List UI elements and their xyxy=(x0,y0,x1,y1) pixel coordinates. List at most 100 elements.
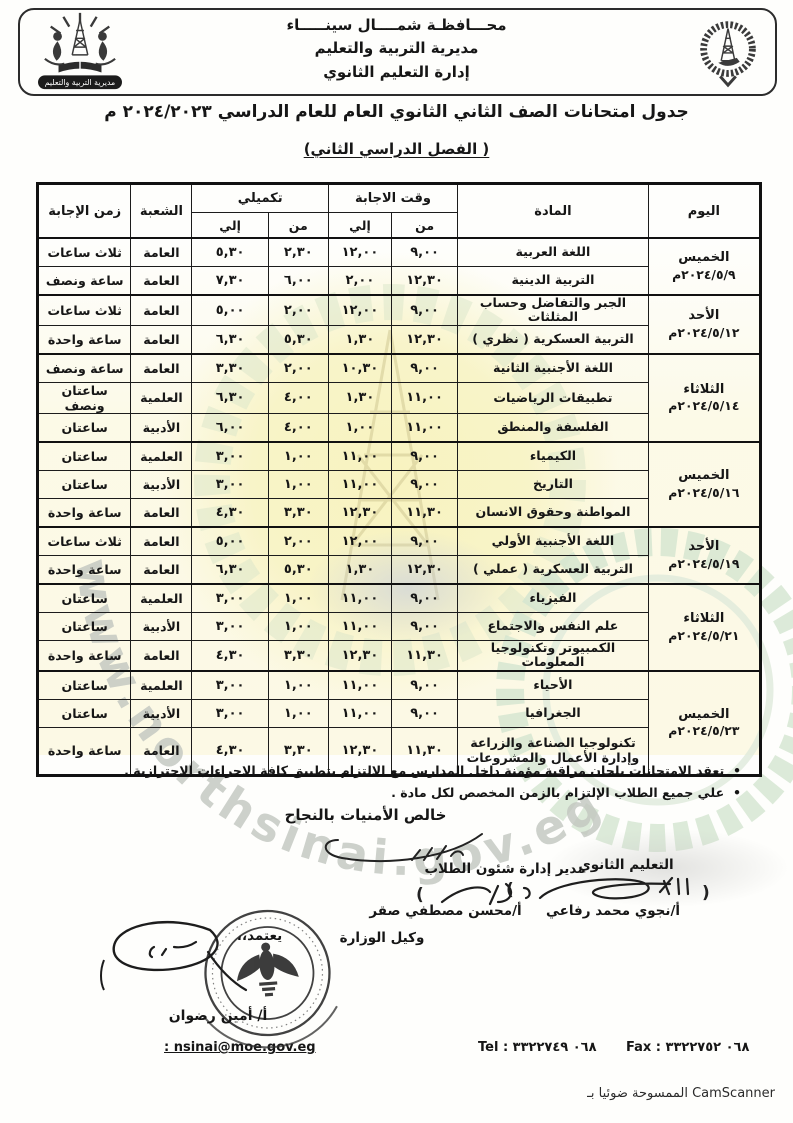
day-date: ٢٠٢٤/٥/٢١م xyxy=(668,627,740,643)
time-cell: ٩,٠٠ xyxy=(391,611,459,641)
time-cell: ٩,٠٠ xyxy=(391,237,459,267)
time-cell: ١١,٠٠ xyxy=(327,698,393,728)
camscanner-note: الممسوحة ضوئيا بـ CamScanner xyxy=(587,1086,775,1101)
time-cell: ١١,٣٠ xyxy=(391,639,459,672)
day-date: ٢٠٢٤/٥/١٦م xyxy=(668,484,740,500)
duration-cell: ساعة واحدة xyxy=(36,639,132,672)
exam-schedule-table: اليوم المادة وقت الاجابة تكميلي الشعبة ز… xyxy=(36,182,762,777)
org-header-lines: محـــافظـة شمــــال سينـــــاء مديرية ال… xyxy=(0,14,793,84)
time-cell: ٥,٠٠ xyxy=(191,525,269,556)
duration-cell: ساعة واحدة xyxy=(36,497,132,528)
table-row: الخميس ٢٠٢٤/٥/١٦م الكيمياء ٩,٠٠ ١١,٠٠ ١,٠٠ ٣,٠… xyxy=(36,440,762,528)
table-row: الثلاثاء ٢٠٢٤/٥/١٤م اللغة الأجنبية الثانية… xyxy=(36,352,762,443)
logo-banner-text: مديرية التربية والتعليم xyxy=(45,78,116,87)
duration-cell: ساعتان xyxy=(36,669,132,700)
duration-cell: ساعتان xyxy=(36,611,132,641)
time-cell: ١,٠٠ xyxy=(267,469,329,499)
semester-label: ( الفصل الدراسي الثاني) xyxy=(303,140,490,158)
sig-label-secondary-education: التعليم الثانوي xyxy=(578,857,674,873)
time-cell: ١١,٠٠ xyxy=(391,381,459,414)
branch-cell: العامة xyxy=(130,497,193,528)
subject-cell: اللغة الأجنبية الثانية xyxy=(457,352,649,383)
branch-cell: العلمية xyxy=(130,440,193,471)
time-cell: ٣,٠٠ xyxy=(191,469,269,499)
branch-cell: الأدبية xyxy=(130,412,193,443)
time-cell: ٣,٠٠ xyxy=(191,611,269,641)
subject-cell: التربية العسكرية ( عملي ) xyxy=(457,554,649,585)
time-cell: ٣,٣٠ xyxy=(267,497,329,528)
stamp-eagle-icon xyxy=(236,942,299,997)
table-row: الخميس ٢٠٢٤/٥/٩م اللغة العربية ٩,٠٠ ١٢,٠٠ ٢,٣… xyxy=(36,237,762,296)
time-cell: ١١,٠٠ xyxy=(327,582,393,613)
time-cell: ٧,٣٠ xyxy=(191,266,269,296)
time-cell: ١٢,٠٠ xyxy=(327,293,393,326)
time-cell: ٢,٠٠ xyxy=(267,352,329,383)
day-name: الخميس xyxy=(678,250,730,266)
day-name: الثلاثاء xyxy=(683,381,725,397)
document-subtitle: ( الفصل الدراسي الثاني) xyxy=(0,140,793,158)
time-cell: ٩,٠٠ xyxy=(391,469,459,499)
duration-cell: ساعتان ونصف xyxy=(36,381,132,414)
subject-cell: علم النفس والاجتماع xyxy=(457,611,649,641)
time-cell: ١٢,٣٠ xyxy=(391,266,459,296)
time-cell: ٢,٣٠ xyxy=(267,237,329,267)
branch-cell: العلمية xyxy=(130,381,193,414)
table-row: الخميس ٢٠٢٤/٥/٢٣م الأحياء ٩,٠٠ ١١,٠٠ ١,٠٠ ٣,٠٠… xyxy=(36,669,762,776)
day-cell: الخميس ٢٠٢٤/٥/٩م xyxy=(647,237,762,296)
time-cell: ٤,٠٠ xyxy=(267,381,329,414)
duration-cell: ساعة واحدة xyxy=(36,324,132,355)
subject-cell: الأحياء xyxy=(457,669,649,700)
undersecretary-title: وكيل الوزارة xyxy=(339,930,425,946)
org-line-administration: إدارة التعليم الثانوي xyxy=(323,62,470,81)
time-cell: ١,٣٠ xyxy=(327,381,393,414)
branch-cell: الأدبية xyxy=(130,611,193,641)
branch-cell: الأدبية xyxy=(130,469,193,499)
day-name: الثلاثاء xyxy=(683,611,725,627)
email-value: : nsinai@moe.gov.eg xyxy=(164,1040,316,1055)
day-date: ٢٠٢٤/٥/٢٣م xyxy=(668,723,740,739)
subject-cell: اللغة العربية xyxy=(457,237,649,267)
table-row: الأحد ٢٠٢٤/٥/١٢م الجبر والتفاضل وحساب المث… xyxy=(36,293,762,355)
branch-cell: العامة xyxy=(130,293,193,326)
subject-cell: التربية الدينية xyxy=(457,266,649,296)
notes-list: • تعقد الامتحانات بلجان مراقبة مؤمنة داخ… xyxy=(41,760,741,804)
note-item: • علي جميع الطلاب الإلتزام بالزمن المخصص… xyxy=(391,785,741,801)
time-cell: ٢,٠٠ xyxy=(267,525,329,556)
time-cell: ٣,٣٠ xyxy=(267,639,329,672)
time-cell: ٤,٣٠ xyxy=(191,639,269,672)
duration-cell: ساعتان xyxy=(36,582,132,613)
branch-cell: العامة xyxy=(130,639,193,672)
document-title: جدول امتحانات الصف الثاني الثانوي العام … xyxy=(104,102,689,122)
day-name: الأحد xyxy=(688,539,720,555)
time-cell: ٦,٠٠ xyxy=(191,412,269,443)
time-cell: ١١,٠٠ xyxy=(327,611,393,641)
time-cell: ٥,٣٠ xyxy=(267,554,329,585)
time-cell: ١,٠٠ xyxy=(267,698,329,728)
time-cell: ٣,٠٠ xyxy=(191,440,269,471)
day-date: ٢٠٢٤/٥/١٢م xyxy=(668,324,740,340)
note-text: تعقد الامتحانات بلجان مراقبة مؤمنة داخل … xyxy=(124,763,725,778)
subject-cell: التربية العسكرية ( نظري ) xyxy=(457,324,649,355)
org-line-governorate: محـــافظـة شمــــال سينـــــاء xyxy=(286,16,507,34)
time-cell: ٤,٣٠ xyxy=(191,497,269,528)
duration-cell: ساعتان xyxy=(36,412,132,443)
time-cell: ٩,٠٠ xyxy=(391,293,459,326)
col-header-subject: المادة xyxy=(457,183,649,239)
subject-cell: اللغة الأجنبية الأولي xyxy=(457,525,649,556)
col-header-answer-time: وقت الاجابة xyxy=(327,183,459,213)
branch-cell: العامة xyxy=(130,324,193,355)
col-header-branch: الشعبة xyxy=(130,183,193,239)
time-cell: ١١,٣٠ xyxy=(391,497,459,528)
col-header-from: من xyxy=(391,212,459,239)
time-cell: ٣,٣٠ xyxy=(191,352,269,383)
time-cell: ١٢,٠٠ xyxy=(327,525,393,556)
duration-cell: ساعة ونصف xyxy=(36,352,132,383)
branch-cell: الأدبية xyxy=(130,698,193,728)
time-cell: ١٢,٠٠ xyxy=(327,237,393,267)
time-cell: ٣,٠٠ xyxy=(191,582,269,613)
time-cell: ٦,٣٠ xyxy=(191,324,269,355)
time-cell: ١,٠٠ xyxy=(267,669,329,700)
day-cell: الثلاثاء ٢٠٢٤/٥/١٤م xyxy=(647,352,762,443)
time-cell: ١,٠٠ xyxy=(327,412,393,443)
